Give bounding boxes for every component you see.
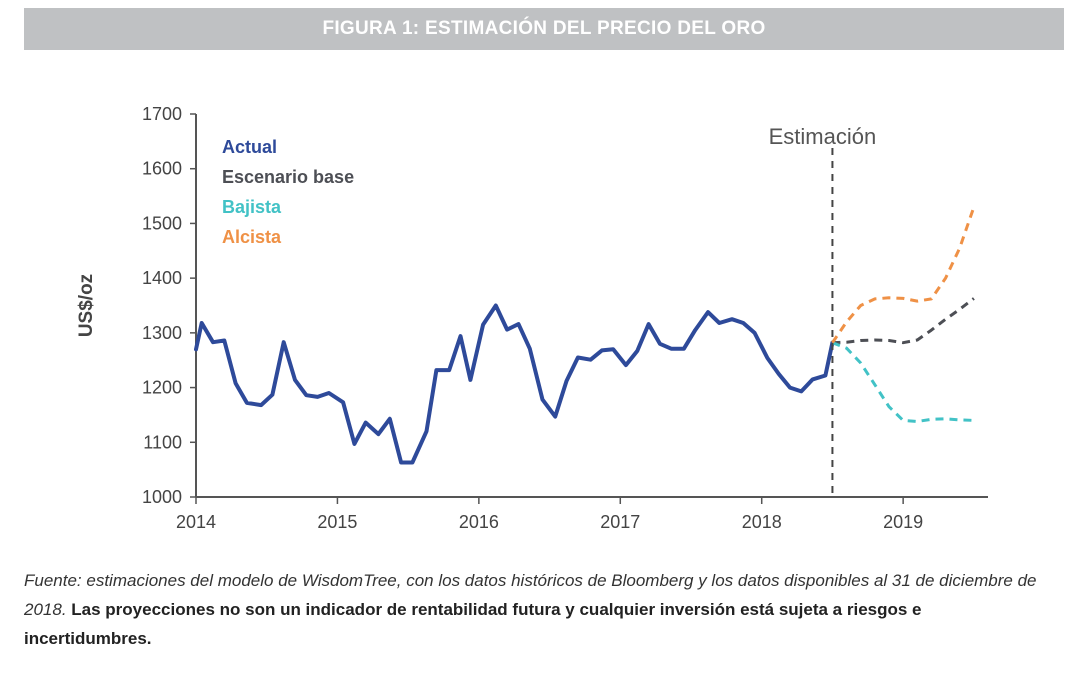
y-tick-label: 1200 <box>142 378 182 398</box>
x-tick-label: 2017 <box>600 512 640 532</box>
x-axis-ticks: 2014 2015 2016 2017 2018 2019 <box>176 497 923 532</box>
chart-legend: Actual Escenario base Bajista Alcista <box>222 137 354 247</box>
y-tick-label: 1100 <box>143 432 182 452</box>
legend-entry-actual: Actual <box>222 137 277 157</box>
chart-series <box>194 206 976 465</box>
legend-entry-alcista: Alcista <box>222 227 282 247</box>
series-line-alcista <box>831 206 976 344</box>
series-line-bajista <box>831 341 974 423</box>
y-axis-ticks: 1000 1100 1200 1300 1400 1500 1600 1700 <box>142 104 196 507</box>
legend-entry-escenario-base: Escenario base <box>222 167 354 187</box>
y-tick-label: 1500 <box>142 213 182 233</box>
forecast-label: Estimación <box>769 124 877 149</box>
series-line-actual <box>194 303 835 465</box>
y-tick-label: 1400 <box>142 268 182 288</box>
x-tick-label: 2015 <box>317 512 357 532</box>
legend-entry-bajista: Bajista <box>222 197 282 217</box>
source-text: Fuente: estimaciones del modelo de Wisdo… <box>24 571 1037 619</box>
x-tick-label: 2016 <box>459 512 499 532</box>
chart-axes <box>195 114 988 498</box>
y-tick-label: 1700 <box>142 104 182 124</box>
source-note: Fuente: estimaciones del modelo de Wisdo… <box>24 566 1044 653</box>
x-tick-label: 2014 <box>176 512 216 532</box>
disclaimer-text: Las proyecciones no son un indicador de … <box>24 600 922 648</box>
y-tick-label: 1000 <box>142 487 182 507</box>
y-axis-label: US$/oz <box>76 274 97 337</box>
figure-title: FIGURA 1: ESTIMACIÓN DEL PRECIO DEL ORO <box>322 18 766 39</box>
forecast-annotation: Estimación <box>769 124 877 497</box>
y-tick-label: 1600 <box>142 159 182 179</box>
x-tick-label: 2019 <box>883 512 923 532</box>
figure-title-banner: FIGURA 1: ESTIMACIÓN DEL PRECIO DEL ORO <box>24 8 1064 50</box>
x-tick-label: 2018 <box>742 512 782 532</box>
y-tick-label: 1300 <box>142 323 182 343</box>
series-line-escenario-base <box>832 297 975 345</box>
